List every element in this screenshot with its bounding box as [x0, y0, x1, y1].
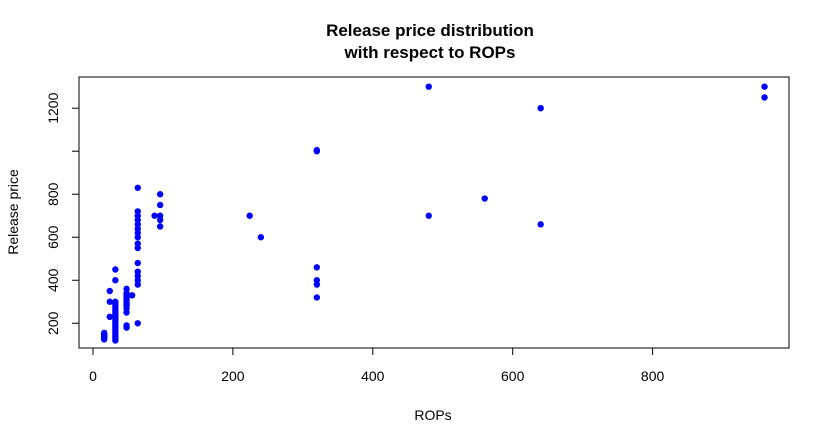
plot-frame: [78, 76, 790, 349]
data-point: [425, 212, 432, 219]
x-axis: 0 200 400 600 800: [89, 347, 665, 384]
data-point: [128, 292, 136, 299]
data-point: [761, 94, 768, 101]
data-point: [313, 277, 321, 284]
data-point: [100, 329, 108, 337]
x-tick-label: 800: [641, 368, 665, 384]
data-point: [313, 146, 321, 154]
chart-title-line2: with respect to ROPs: [344, 43, 516, 62]
data-point: [246, 212, 253, 219]
data-point: [123, 285, 130, 293]
data-point: [537, 104, 544, 112]
data-point: [313, 294, 321, 301]
x-tick-label: 0: [89, 368, 97, 384]
data-point: [134, 268, 141, 275]
y-axis-label: Release price: [5, 169, 21, 255]
data-point: [257, 234, 265, 241]
y-tick-label: 200: [45, 311, 61, 335]
data-point: [156, 212, 164, 219]
data-point: [761, 83, 768, 90]
data-point: [112, 266, 119, 273]
data-point: [112, 277, 119, 284]
data-points: [100, 83, 768, 344]
data-point: [156, 201, 164, 209]
data-point: [313, 264, 321, 271]
x-tick-label: 200: [221, 368, 245, 384]
data-point: [134, 320, 141, 327]
data-point: [112, 298, 119, 305]
data-point: [425, 83, 432, 90]
data-point: [481, 195, 488, 202]
chart-title-line1: Release price distribution: [326, 21, 534, 40]
data-point: [151, 212, 158, 219]
data-point: [123, 322, 130, 329]
data-point: [106, 298, 113, 305]
y-tick-label: 800: [45, 182, 61, 206]
data-point: [156, 191, 164, 198]
x-tick-label: 400: [361, 368, 385, 384]
x-axis-label: ROPs: [414, 407, 451, 423]
data-point: [134, 184, 141, 191]
data-point: [134, 208, 141, 215]
data-point: [106, 313, 113, 321]
y-tick-label: 1200: [45, 92, 61, 123]
data-point: [537, 221, 544, 228]
x-tick-label: 600: [501, 368, 525, 384]
y-tick-label: 600: [45, 225, 61, 249]
y-tick-label: 400: [45, 268, 61, 292]
data-point: [156, 223, 164, 230]
data-point: [134, 259, 141, 267]
data-point: [106, 287, 113, 295]
data-point: [134, 240, 141, 247]
y-axis: 200 400 600 800 1200: [45, 92, 80, 335]
